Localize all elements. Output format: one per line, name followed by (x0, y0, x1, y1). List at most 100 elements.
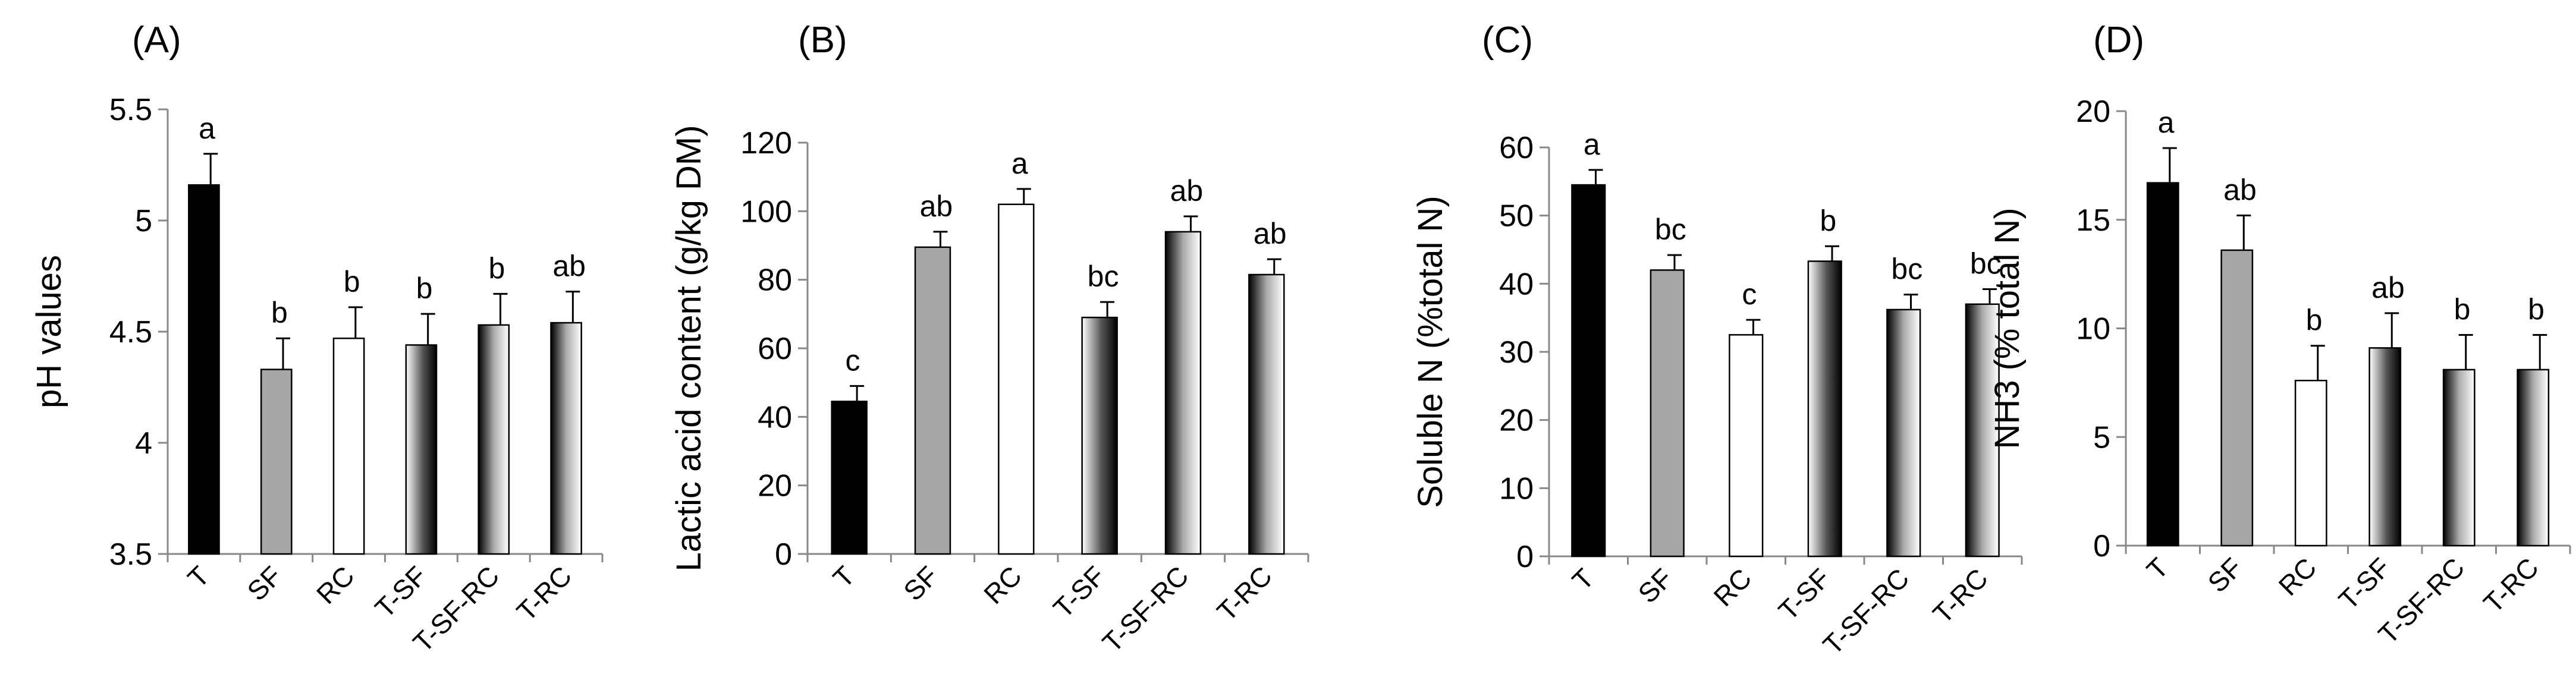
y-tick-label: 60 (1499, 131, 1534, 165)
panel-label: (B) (798, 20, 847, 61)
bar (2368, 347, 2402, 547)
bar (188, 184, 220, 555)
x-tick-label: T-RC (2477, 552, 2544, 619)
bar (2517, 369, 2550, 547)
y-tick-label: 80 (758, 263, 792, 298)
x-tick-label: T (181, 560, 215, 594)
bar (2294, 379, 2327, 547)
x-tick-label: T-SF (2333, 552, 2396, 615)
x-tick-label: RC (310, 560, 360, 610)
x-tick-label: RC (978, 560, 1028, 610)
bar (405, 344, 438, 555)
y-tick-label: 0 (1516, 540, 1534, 574)
significance-letter: b (1820, 204, 1836, 237)
bar (1081, 316, 1118, 555)
significance-letter: ab (1170, 174, 1204, 207)
y-tick-label: 4 (135, 426, 152, 461)
x-tick-label: SF (897, 560, 944, 606)
significance-letter: bc (1891, 253, 1922, 286)
x-tick-label: T (827, 560, 861, 594)
significance-letter: b (416, 272, 433, 305)
y-tick-label: 5 (135, 204, 152, 238)
y-tick-label: 20 (2076, 95, 2110, 129)
y-tick-label: 15 (2076, 203, 2110, 238)
y-tick-label: 10 (1499, 471, 1534, 506)
bar (998, 203, 1035, 555)
y-axis-label: pH values (30, 255, 68, 408)
significance-letter: c (1742, 278, 1757, 311)
significance-letter: ab (552, 250, 586, 283)
y-tick-label: 40 (758, 400, 792, 434)
bar (2442, 369, 2476, 547)
bar (1807, 260, 1842, 558)
bar (1571, 184, 1606, 558)
y-axis-label: Soluble N (%total N) (1411, 196, 1450, 508)
bar (2220, 249, 2254, 547)
y-tick-label: 40 (1499, 267, 1534, 301)
x-tick-label: T-RC (1211, 560, 1278, 627)
significance-letter: b (2306, 304, 2323, 337)
x-tick-label: RC (2273, 552, 2323, 601)
significance-letter: ab (920, 190, 953, 223)
x-tick-label: T-RC (510, 560, 577, 627)
x-tick-label: SF (241, 560, 287, 606)
bar (914, 246, 951, 555)
significance-letter: bc (1970, 247, 2002, 281)
chart-panel: (B) 0 20 40 60 80 100 120 Lactic acid content (g… (670, 20, 1309, 658)
x-tick-label: T (2141, 552, 2175, 585)
significance-letter: b (271, 296, 288, 329)
y-tick-label: 120 (740, 126, 792, 160)
bar (1650, 269, 1685, 558)
chart-panel: (D) 0 5 10 15 20 NH3 (% total N) a Tab SF b RC ab T-S… (1988, 20, 2571, 650)
significance-letter: bc (1655, 213, 1686, 246)
y-tick-label: 5.5 (109, 93, 152, 127)
x-tick-label: T-SF (1047, 560, 1111, 623)
y-tick-label: 3.5 (109, 537, 152, 572)
bar (831, 401, 868, 555)
significance-letter: ab (2371, 271, 2405, 304)
bar (1729, 334, 1764, 558)
bar (550, 322, 582, 555)
chart-panel: (A)3.544.555.5pH valuesaTbSFbRCbT-SFbT-S… (30, 20, 604, 658)
y-tick-label: 5 (2093, 420, 2110, 455)
y-tick-label: 4.5 (109, 315, 152, 349)
significance-letter: b (344, 265, 360, 298)
y-tick-label: 20 (1499, 404, 1534, 438)
x-tick-label: SF (2201, 552, 2248, 598)
bar (477, 324, 510, 555)
y-tick-label: 0 (775, 537, 792, 572)
x-tick-label: RC (1708, 562, 1758, 612)
panel-label: (C) (1482, 20, 1533, 61)
bar (332, 337, 365, 555)
x-tick-label: T-SF (1773, 562, 1836, 626)
bar (1248, 273, 1285, 555)
significance-letter: c (846, 344, 860, 377)
y-tick-label: 50 (1499, 199, 1534, 234)
y-tick-label: 0 (2093, 529, 2110, 563)
x-tick-label: T-RC (1927, 562, 1994, 629)
panel-label: (A) (132, 20, 181, 61)
significance-letter: b (2454, 292, 2471, 326)
significance-letter: a (1011, 147, 1028, 180)
bar (1886, 308, 1921, 558)
significance-letter: a (2158, 106, 2175, 139)
x-tick-label: T-SF (369, 560, 432, 623)
significance-letter: ab (2223, 173, 2257, 206)
bar (1965, 303, 2000, 558)
x-tick-label: T (1566, 562, 1600, 596)
significance-letter: b (488, 251, 505, 285)
bar (1164, 231, 1202, 555)
y-tick-label: 20 (758, 469, 792, 503)
significance-letter: a (1584, 128, 1600, 161)
x-tick-label: SF (1632, 562, 1678, 609)
y-axis-label: NH3 (% total N) (1988, 207, 2027, 449)
panel-label: (D) (2093, 20, 2144, 61)
x-tick-label: T-SF-RC (1817, 562, 1915, 660)
significance-letter: a (199, 112, 215, 145)
y-tick-label: 30 (1499, 335, 1534, 370)
significance-letter: ab (1254, 217, 1287, 250)
y-tick-label: 10 (2076, 312, 2110, 347)
bar (260, 369, 293, 555)
